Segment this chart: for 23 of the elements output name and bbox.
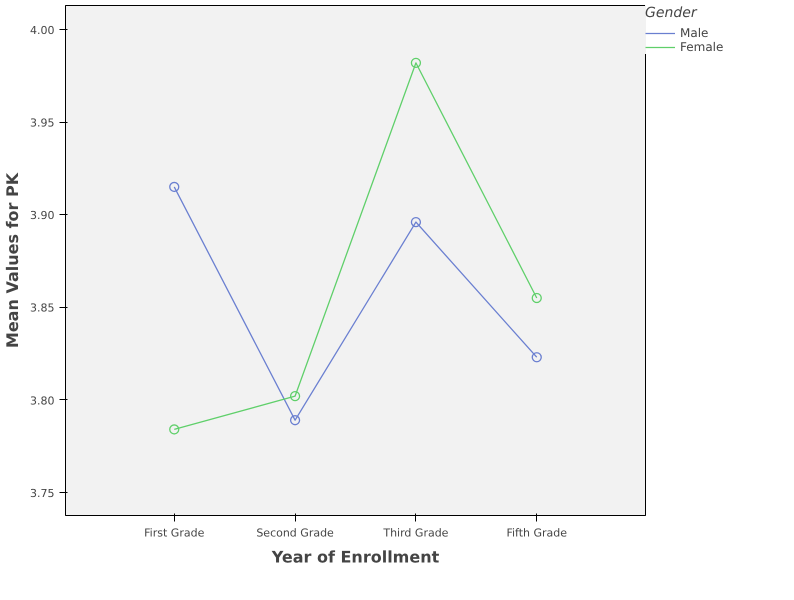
legend-title: Gender: [645, 5, 698, 21]
point: [169, 424, 180, 435]
point: [532, 352, 542, 362]
y-tick-label: 3.85: [30, 302, 55, 315]
y-tick-label: 3.90: [30, 209, 55, 222]
x-axis-title: Year of Enrollment: [270, 548, 440, 566]
y-axis-title: Mean Values for PK: [3, 172, 22, 348]
y-tick-label: 3.75: [30, 486, 55, 500]
point: [290, 390, 300, 402]
point: [532, 292, 542, 304]
point: [410, 216, 422, 228]
x-tick-label: Second Grade: [256, 526, 334, 540]
legend-label: Male: [680, 26, 708, 40]
x-tick-label: Fifth Grade: [506, 526, 568, 540]
y-tick-label: 3.95: [30, 116, 55, 130]
x-tick-label: First Grade: [144, 526, 205, 540]
x-tick-label: Third Grade: [382, 526, 449, 540]
legend-label: Female: [680, 40, 724, 54]
y-tick-label: 4.00: [30, 24, 55, 38]
point: [290, 415, 300, 426]
point: [410, 58, 422, 68]
point: [169, 182, 180, 192]
y-tick-label: 3.80: [30, 394, 55, 408]
